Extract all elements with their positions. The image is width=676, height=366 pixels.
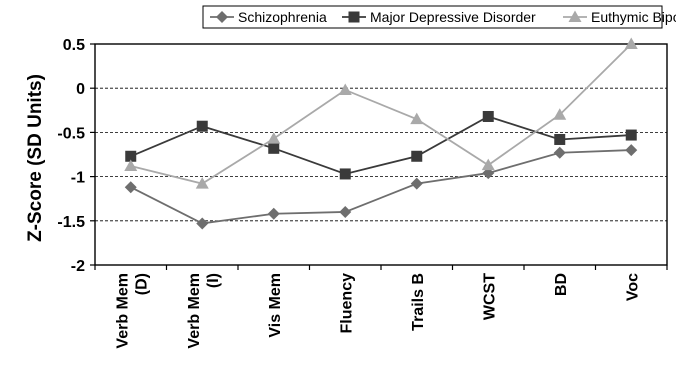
data-point (339, 168, 351, 180)
data-point (195, 177, 209, 189)
legend: Schizophrenia Major Depressive Disorder Eu… (202, 5, 676, 29)
data-point (411, 150, 423, 162)
legend-label: Major Depressive Disorder (370, 9, 536, 25)
x-tick-label: Verb Mem (I) (186, 273, 222, 349)
series-line (130, 115, 632, 175)
y-tick-label: -1.5 (57, 214, 85, 231)
x-tick-label: Verb Mem (D) (114, 273, 150, 349)
data-point (625, 129, 637, 141)
data-point (553, 146, 566, 159)
legend-marker (348, 11, 360, 23)
y-tick-label: 0.5 (63, 37, 85, 54)
series-major-depressive-disorder (125, 110, 637, 180)
x-tick-label: Fluency (338, 273, 355, 334)
data-point (338, 83, 352, 95)
x-tick-label: Vis Mem (267, 273, 284, 338)
data-point (410, 112, 424, 125)
legend-item: Major Depressive Disorder (342, 9, 536, 25)
data-point (553, 108, 567, 120)
plot-area (94, 43, 668, 266)
data-point (625, 144, 638, 157)
y-tick-label: -2 (71, 258, 85, 275)
x-tick-label: Trails B (410, 273, 427, 331)
legend-box (202, 5, 663, 29)
data-point (482, 110, 494, 122)
data-point (268, 142, 280, 154)
y-axis-label: Z-Score (SD Units) (25, 74, 46, 242)
series-schizophrenia (124, 144, 638, 230)
series-line (130, 149, 632, 225)
data-point (124, 181, 137, 194)
data-point (267, 207, 280, 220)
data-point (267, 132, 281, 144)
plot-border (94, 43, 668, 266)
y-tick-label: -0.5 (57, 125, 85, 142)
series-layer (124, 37, 638, 230)
y-axis: 0.5 0 -0.5 -1 -1.5 -2 (57, 37, 95, 275)
data-point (481, 158, 495, 171)
legend-item: Schizophrenia (210, 9, 327, 25)
data-point (624, 37, 638, 49)
legend-label: Schizophrenia (238, 9, 327, 25)
data-point (125, 150, 137, 162)
y-tick-label: 0 (76, 81, 85, 98)
x-tick-label: WCST (481, 273, 498, 320)
legend-marker (216, 11, 228, 23)
legend-marker (568, 10, 582, 22)
data-point (410, 177, 423, 190)
series-euthymic-bipolar-disorder (124, 37, 638, 189)
x-axis: Verb Mem (D) Verb Mem (I) Vis Mem Fluency Trai… (94, 265, 668, 349)
gridlines (95, 87, 667, 222)
data-point (124, 159, 138, 171)
legend-label: Euthymic Bipolar Disorder (591, 9, 676, 25)
legend-item: Euthymic Bipolar Disorder (563, 9, 676, 25)
x-tick-label: Voc (624, 273, 641, 301)
y-tick-label: -1 (71, 170, 85, 187)
data-point (339, 205, 352, 218)
data-point (554, 133, 566, 145)
data-point (196, 120, 208, 132)
data-point (196, 217, 209, 230)
series-line (130, 43, 632, 185)
x-tick-label: BD (553, 273, 570, 296)
